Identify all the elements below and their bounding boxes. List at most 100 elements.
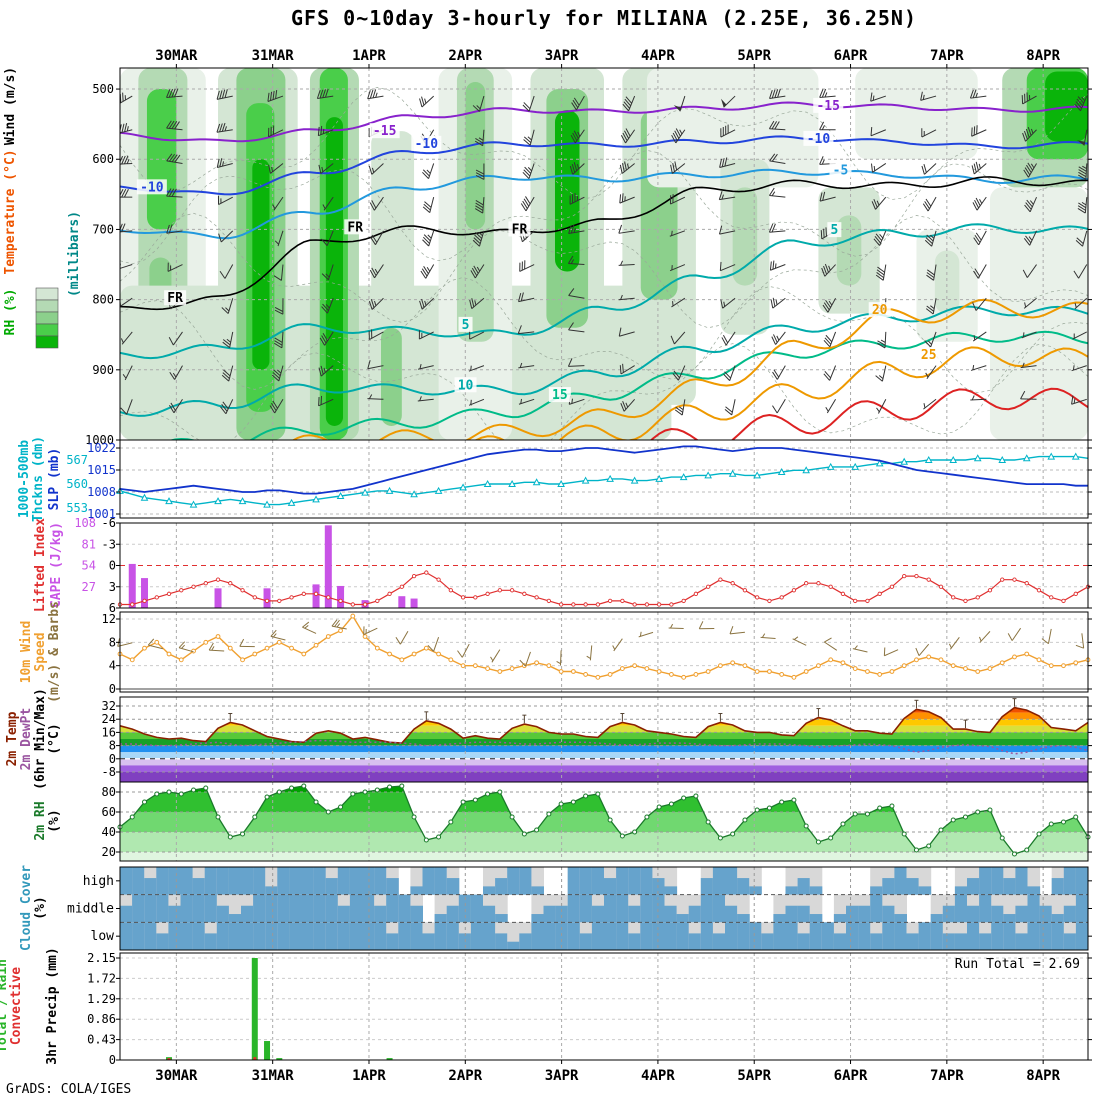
line (323, 196, 334, 211)
thickness-marker (214, 497, 222, 505)
line (318, 129, 334, 137)
line (422, 171, 429, 179)
cloud-cell (688, 933, 702, 950)
line (876, 272, 885, 279)
temp-contour-15 (168, 330, 1088, 440)
line (525, 196, 531, 205)
cloud-cell (325, 894, 339, 923)
line (927, 340, 932, 345)
line (518, 398, 535, 405)
axis-label-2-1: Thckns (dm) (31, 436, 46, 522)
wind-barb-icon (1075, 633, 1085, 649)
line (618, 230, 635, 234)
line (220, 230, 234, 243)
line (621, 163, 635, 174)
wind-barb-icon (318, 395, 334, 407)
wind-marker (816, 663, 821, 669)
wind-marker (914, 657, 919, 663)
rh-marker (497, 789, 503, 795)
contour-label: 15 (552, 388, 568, 403)
line (979, 199, 983, 204)
li-tick-label: -3 (102, 537, 116, 551)
temp-contour-5 (120, 223, 1088, 360)
line (675, 406, 684, 413)
wind-barb-icon (474, 129, 485, 147)
line (316, 90, 321, 99)
line (427, 645, 434, 652)
wind-barb-icon (317, 125, 334, 137)
wind-barb-icon (1075, 230, 1088, 247)
line (219, 123, 223, 133)
wind-marker (142, 645, 147, 651)
line (698, 621, 704, 629)
thickness-marker (606, 474, 614, 482)
rh-marker (607, 817, 613, 823)
wind-barb-icon (724, 399, 736, 416)
line (168, 224, 173, 234)
line (223, 369, 231, 377)
line (424, 201, 432, 208)
wind-barb-icon (769, 187, 786, 198)
line (724, 409, 733, 416)
rh-marker (926, 843, 932, 849)
line (423, 266, 429, 274)
thickness-marker (826, 462, 835, 470)
line (620, 260, 623, 266)
wind-marker (1061, 663, 1066, 669)
cloud-cell (144, 922, 157, 950)
wind-barb-icon (876, 399, 887, 414)
wind-barb-icon (475, 163, 485, 180)
line (568, 230, 585, 235)
rh-colorbar-cell (35, 335, 59, 349)
thickness-marker (263, 500, 271, 508)
line (370, 237, 376, 245)
wind-barb-icon (915, 643, 930, 657)
wind-barb-icon (567, 255, 585, 266)
cloud-cell (1015, 933, 1028, 950)
line (949, 637, 960, 650)
surface-wind-barbs (117, 619, 1085, 667)
wind-tick-label: 4 (109, 659, 116, 673)
line (677, 365, 686, 381)
line (123, 189, 129, 198)
wind-barb-icon (619, 161, 635, 174)
slp-tick-label: 1022 (87, 441, 116, 455)
contour-label-halo (829, 162, 852, 178)
line (675, 129, 686, 144)
cloud-cell (737, 878, 750, 895)
line (773, 334, 778, 343)
rh-marker (215, 814, 221, 820)
cloud-cell (277, 894, 290, 923)
left-axis-labels: Wind (m/s)Temperature (°C)RH (%)(milliba… (0, 67, 82, 1065)
contour-label-halo (548, 387, 571, 403)
line (281, 331, 284, 348)
wind-barb-icon (669, 264, 686, 272)
line (921, 129, 937, 138)
line (222, 341, 230, 349)
li-marker (509, 588, 515, 593)
li-marker (767, 598, 772, 604)
axis-label-5-3: (°C) (47, 723, 62, 754)
wind-barb-icon (568, 224, 585, 235)
thickness-marker (140, 493, 149, 501)
cloud-cell (833, 914, 847, 923)
wind-barb-icon (367, 394, 384, 400)
li-marker (387, 591, 392, 596)
line (371, 167, 375, 173)
cloud-cell (531, 922, 544, 950)
line (772, 297, 776, 307)
line (319, 337, 326, 346)
axis-label-1-1: Temperature (°C) (3, 149, 18, 274)
cloud-cell (567, 867, 581, 895)
wind-barb-icon (672, 365, 686, 381)
line (973, 163, 987, 175)
line (669, 264, 686, 272)
thickness-marker (753, 471, 762, 479)
cloud-cell (531, 914, 544, 923)
line (571, 398, 574, 404)
line (971, 165, 975, 175)
cloud-cell (712, 933, 726, 950)
li-marker (1061, 598, 1066, 604)
line (120, 297, 133, 308)
cloud-cell (616, 894, 629, 923)
